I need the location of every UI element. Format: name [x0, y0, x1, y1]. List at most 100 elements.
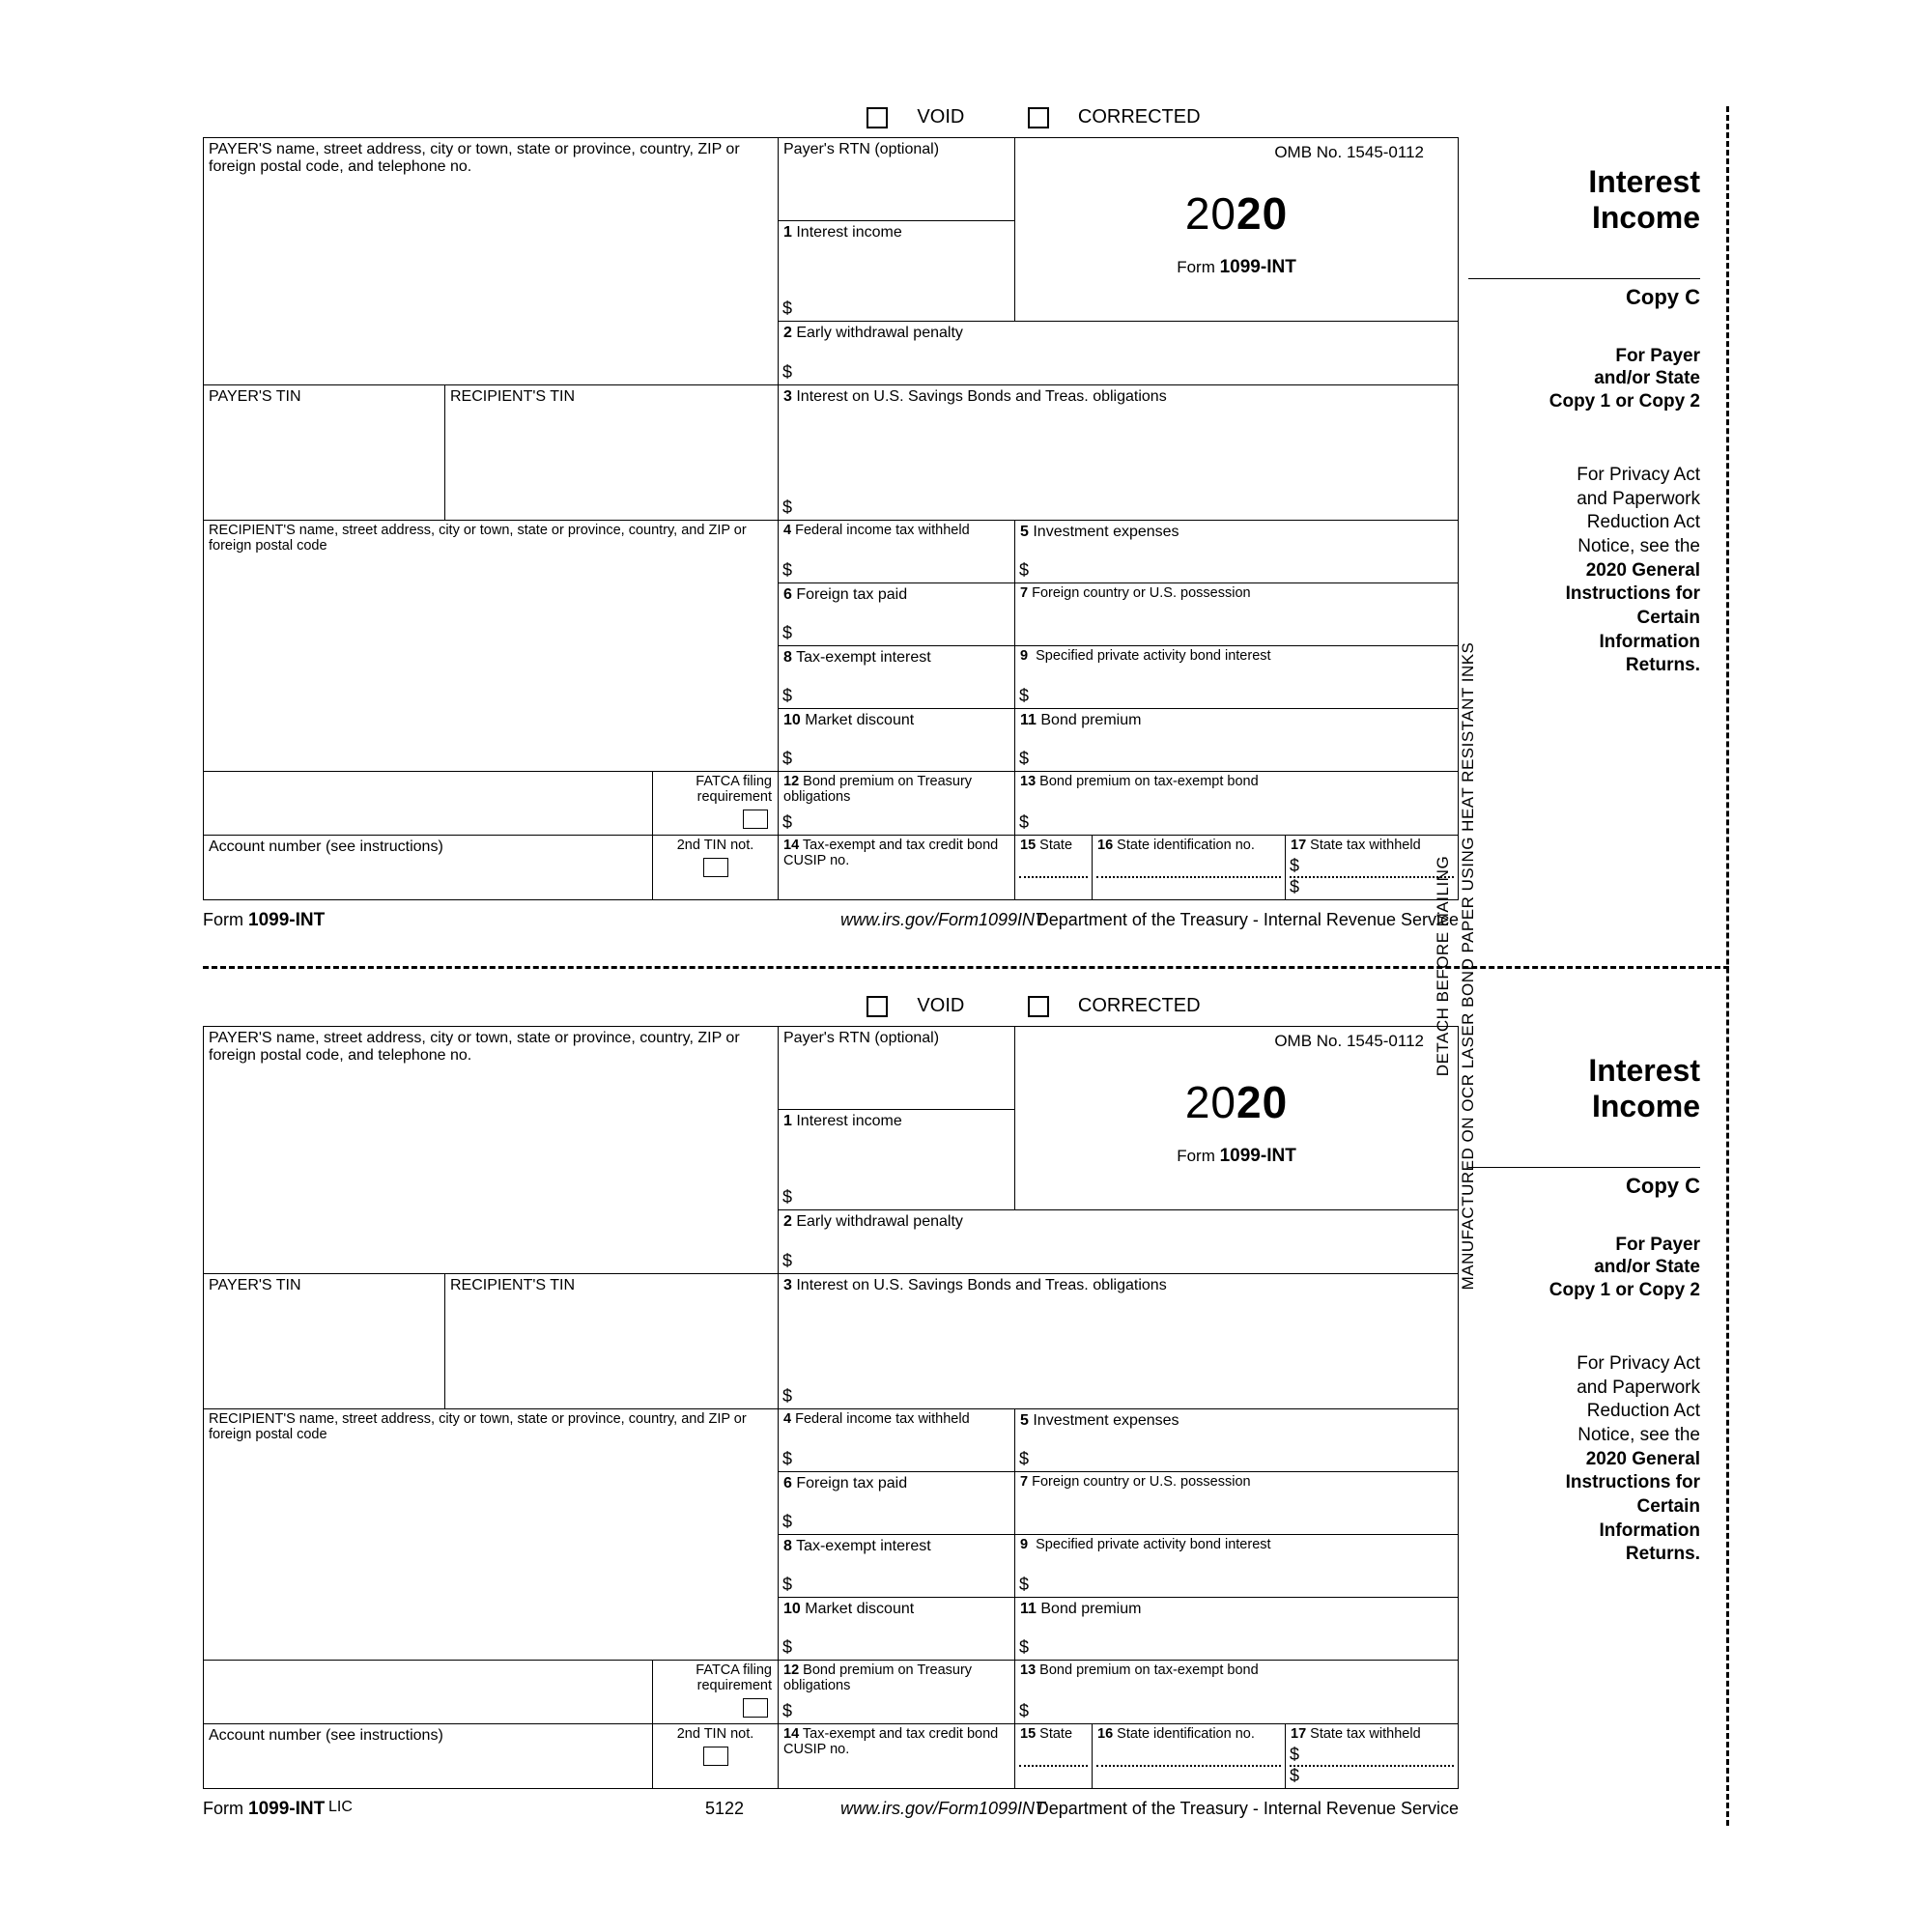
footer-form: Form 1099-INT [203, 910, 325, 931]
box9-num: 9 [1020, 1537, 1028, 1552]
box-4: 4 Federal income tax withheld$ [779, 521, 1015, 583]
box9-label: Specified private activity bond interest [1036, 1537, 1270, 1552]
form-title: InterestIncome [1468, 164, 1700, 236]
box6-num: 6 [783, 1475, 792, 1492]
title-2: Income [1592, 1089, 1700, 1123]
box-16: 16 State identification no. [1093, 836, 1286, 899]
box-7: 7 Foreign country or U.S. possession [1015, 583, 1458, 646]
for2e: 2020 General [1586, 1449, 1700, 1469]
box6-num: 6 [783, 586, 792, 603]
void-checkbox[interactable] [867, 996, 888, 1017]
for1a: For Payer [1468, 345, 1700, 368]
box16-num: 16 [1097, 1726, 1113, 1742]
box6-label: Foreign tax paid [796, 586, 907, 603]
payer-box: PAYER'S name, street address, city or to… [204, 138, 779, 385]
fatca-checkbox[interactable] [743, 810, 768, 829]
dollar-icon: $ [1019, 1575, 1029, 1595]
fatca-label-2: requirement [658, 790, 772, 806]
box-16: 16 State identification no. [1093, 1724, 1286, 1788]
tin2-checkbox[interactable] [703, 858, 728, 877]
box15-label: State [1039, 838, 1072, 853]
box5-label: Investment expenses [1033, 1412, 1179, 1429]
account-label: Account number (see instructions) [209, 838, 647, 856]
box7-num: 7 [1020, 1474, 1028, 1490]
box7-label: Foreign country or U.S. possession [1032, 585, 1250, 601]
void-checkbox[interactable] [867, 107, 888, 128]
recipient-box: RECIPIENT'S name, street address, city o… [204, 1409, 779, 1661]
dollar-icon: $ [1019, 686, 1029, 706]
for2a: For Privacy Act [1468, 1352, 1700, 1377]
box10-label: Market discount [805, 712, 914, 728]
for2h: Information [1600, 632, 1701, 652]
box17-label: State tax withheld [1310, 1726, 1420, 1742]
box-3: 3 Interest on U.S. Savings Bonds and Tre… [779, 1274, 1458, 1409]
fatca-label-1: FATCA filing [658, 1663, 772, 1679]
fatca-label-2: requirement [658, 1679, 772, 1694]
box-13: 13 Bond premium on tax-exempt bond$ [1015, 1661, 1458, 1724]
for2a: For Privacy Act [1468, 464, 1700, 488]
box-5: 5 Investment expenses$ [1015, 521, 1458, 583]
box-3: 3 Interest on U.S. Savings Bonds and Tre… [779, 385, 1458, 521]
box-11: 11 Bond premium$ [1015, 1598, 1458, 1661]
void-corrected-row: VOID CORRECTED [203, 106, 1700, 137]
box12-label: Bond premium on Treasury obligations [783, 1662, 972, 1693]
box17-num: 17 [1291, 1726, 1306, 1742]
box11-num: 11 [1020, 712, 1037, 728]
title-1: Interest [1588, 1053, 1700, 1088]
footer-dept: Department of the Treasury - Internal Re… [1037, 910, 1459, 930]
box14-num: 14 [783, 838, 799, 853]
footer-url: www.irs.gov/Form1099INT [840, 910, 1045, 930]
form-footer: Form 1099-INT LIC 5122 www.irs.gov/Form1… [203, 1799, 1700, 1826]
form-no: 1099-INT [1220, 257, 1296, 277]
box8-num: 8 [783, 649, 792, 666]
box8-num: 8 [783, 1538, 792, 1554]
corrected-checkbox[interactable] [1028, 996, 1049, 1017]
box6-label: Foreign tax paid [796, 1475, 907, 1492]
tin2-checkbox[interactable] [703, 1747, 728, 1766]
corrected-checkbox[interactable] [1028, 107, 1049, 128]
box13-label: Bond premium on tax-exempt bond [1039, 1662, 1259, 1678]
footer-form: Form 1099-INT [203, 1799, 325, 1820]
box-4: 4 Federal income tax withheld$ [779, 1409, 1015, 1472]
dollar-icon: $ [1019, 560, 1029, 581]
fatca-checkbox[interactable] [743, 1698, 768, 1718]
box1-label: Interest income [796, 224, 901, 241]
page: DETACH BEFORE MAILING MANUFACTURED ON OC… [203, 106, 1729, 1826]
box2-num: 2 [783, 325, 792, 341]
account-box: Account number (see instructions) [204, 1724, 653, 1788]
copy-label: Copy C [1468, 1167, 1700, 1199]
box8-label: Tax-exempt interest [796, 1538, 931, 1554]
box1-num: 1 [783, 224, 792, 241]
fatca-label-1: FATCA filing [658, 775, 772, 790]
title-2: Income [1592, 200, 1700, 235]
title-1: Interest [1588, 164, 1700, 199]
footer-url: www.irs.gov/Form1099INT [840, 1799, 1045, 1819]
box12-num: 12 [783, 1662, 799, 1678]
for2b: and Paperwork [1468, 488, 1700, 512]
copy-label: Copy C [1468, 278, 1700, 310]
footer-form-no: 1099-INT [248, 910, 325, 930]
box10-num: 10 [783, 712, 801, 728]
privacy-notice: For Privacy Actand PaperworkReduction Ac… [1468, 1352, 1700, 1567]
box11-label: Bond premium [1040, 712, 1141, 728]
form-1099-bottom: VOID CORRECTED PAYER'S name, street addr… [203, 995, 1700, 1826]
box-6: 6 Foreign tax paid$ [779, 583, 1015, 646]
recipient-box: RECIPIENT'S name, street address, city o… [204, 521, 779, 772]
recipient-tin-box: RECIPIENT'S TIN [445, 385, 779, 521]
box14-label: Tax-exempt and tax credit bond CUSIP no. [783, 838, 998, 868]
for1a: For Payer [1468, 1234, 1700, 1257]
box-15: 15 State [1015, 836, 1093, 899]
dollar-icon: $ [782, 497, 792, 518]
box2-label: Early withdrawal penalty [796, 325, 963, 341]
omb-year-box: OMB No. 1545-01122020Form 1099-INT [1015, 1027, 1458, 1210]
box7-label: Foreign country or U.S. possession [1032, 1474, 1250, 1490]
rtn-box: Payer's RTN (optional) [779, 138, 1015, 221]
rtn-label: Payer's RTN (optional) [783, 141, 1009, 158]
form-footer: Form 1099-INT www.irs.gov/Form1099INT De… [203, 910, 1700, 937]
form-1099-top: VOID CORRECTED PAYER'S name, street addr… [203, 106, 1700, 937]
right-column: InterestIncome Copy C For Payer and/or S… [1468, 137, 1700, 900]
box13-label: Bond premium on tax-exempt bond [1039, 774, 1259, 789]
box-11: 11 Bond premium$ [1015, 709, 1458, 772]
tin2-label: 2nd TIN not. [658, 1727, 773, 1743]
box12-num: 12 [783, 774, 799, 789]
